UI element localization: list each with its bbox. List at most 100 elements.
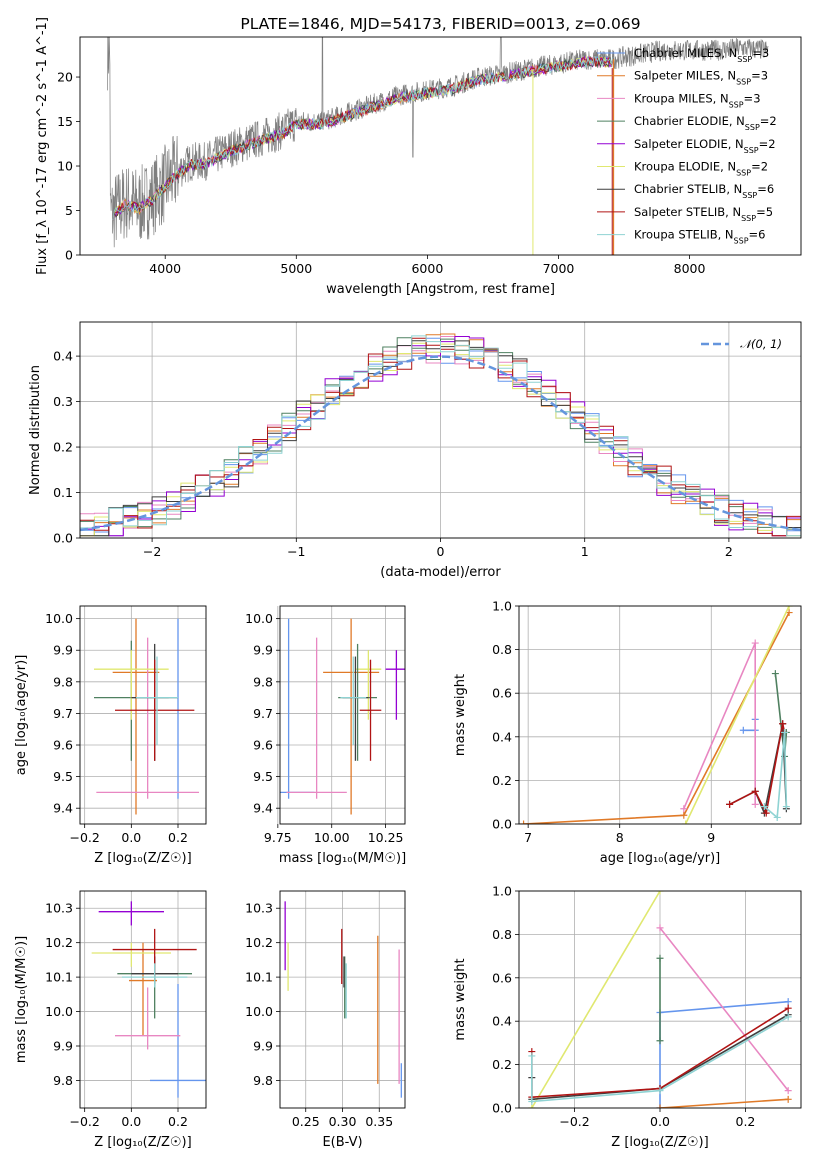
model-spectrum-6 [112,57,614,221]
weight-line [743,719,756,732]
y-tick-label: 10.2 [245,935,273,950]
y-tick-label: 10.0 [245,1004,273,1019]
y-tick-label: 0.0 [492,817,512,832]
x-tick-label: 6000 [411,261,443,276]
weight-marker [781,728,789,736]
y-tick-label: 1.0 [492,884,512,899]
x-tick-label: 5000 [280,261,312,276]
y-tick-label: 9.4 [253,801,273,816]
x-tick-label: 0 [437,544,445,559]
y-tick-label: 0 [65,248,73,263]
weight-marker [528,1104,536,1108]
weight-marker [784,1013,792,1021]
weight-marker [784,1087,792,1095]
plot-area-age-vs-mass [280,618,405,815]
plot-area-mass-vs-ebv [284,901,402,1098]
model-spectrum-0 [112,55,614,221]
x-tick-label: 0.25 [292,1114,320,1129]
weight-marker [520,820,528,824]
y-tick-label: 0.8 [492,927,512,942]
legend-name: Salpeter STELIB [634,205,725,219]
plot-area-residuals [80,333,801,537]
x-tick-label: 1 [581,544,589,559]
y-axis-label: mass weight [453,958,468,1040]
legend-label: Salpeter ELODIE, NSSP=2 [634,137,776,155]
plot-area-weight-vs-Z [528,891,792,1108]
x-tick-label: 0.2 [168,1114,188,1129]
x-axis-label: age [log₁₀(age/yr)] [600,851,721,866]
x-tick-label: −0.2 [69,830,99,845]
weight-marker [785,606,793,610]
x-axis-label: Z [log₁₀(Z/Z☉)] [94,851,191,866]
chart-age-vs-mass: 9.75 10.00 10.25 9.4 9.5 9.6 9.7 9.8 9.9 10.0 mass… [245,605,406,866]
y-axis-label: Flux [f_λ 10^-17 erg cm^-2 s^-1 A^-1] [35,17,50,275]
y-tick-label: 10.1 [45,970,73,985]
weight-marker [528,1097,536,1105]
weight-marker [726,800,734,808]
y-tick-label: 0.4 [492,729,512,744]
y-tick-label: 10.3 [45,901,73,916]
y-tick-label: 1.0 [492,599,512,614]
y-tick-label: 9.9 [53,1039,73,1054]
y-tick-label: 9.8 [253,1073,273,1088]
x-tick-label: −2 [143,544,161,559]
y-axis-label: mass [log₁₀(M/M☉)] [14,936,29,1063]
x-tick-label: 9.75 [264,830,292,845]
x-axis-label: Z [log₁₀(Z/Z☉)] [94,1135,191,1150]
y-tick-label: 0.8 [492,642,512,657]
weight-line [531,1016,789,1103]
model-spectrum-1 [112,55,614,221]
x-tick-label: 2 [725,544,733,559]
y-tick-label: 9.8 [253,674,273,689]
weight-line [763,732,788,820]
y-tick-label: 5 [65,203,73,218]
x-tick-label: 10.25 [368,830,404,845]
y-tick-label: 0.6 [492,686,512,701]
legend-nssp: 2 [769,114,776,128]
legend-name: Chabrier MILES [634,46,721,60]
legend-nssp: 2 [768,137,775,151]
chart-mass-vs-ebv: 0.25 0.30 0.35 9.8 9.9 10.0 10.1 10.2 10.3 E(B-V) [245,890,406,1150]
y-tick-label: 9.8 [53,674,73,689]
weight-marker [762,809,770,817]
chart-weight-vs-Z: −0.2 0.0 0.2 0.0 0.2 0.4 0.6 0.8 1.0 Z [log₁₀(Z/Z… [453,884,802,1150]
legend-name: Salpeter MILES [634,69,720,83]
y-tick-label: 9.5 [253,769,273,784]
x-axis-label: wavelength [Angstrom, rest frame] [326,282,555,297]
model-spectrum-4 [112,55,614,221]
y-tick-label: 0.6 [492,970,512,985]
legend-label: Kroupa MILES, NSSP=3 [634,91,761,109]
chart-age-vs-Z: −0.2 0.0 0.2 9.4 9.5 9.6 9.7 9.8 9.9 10.0 Z [log₁₀… [14,605,207,866]
legend-label: 𝒩(0, 1) [740,337,782,351]
normal-curve [80,355,801,532]
y-tick-label: 0.0 [53,531,73,546]
x-axis-label: Z [log₁₀(Z/Z☉)] [611,1135,708,1150]
y-axis-label: age [log₁₀(age/yr)] [14,655,29,776]
plot-area-age-vs-Z [94,618,199,815]
legend-label: Salpeter MILES, NSSP=3 [634,69,768,87]
y-tick-label: 0.2 [492,773,512,788]
weight-line [659,1000,789,1108]
legend-name: Kroupa MILES [634,91,713,105]
y-tick-label: 0.2 [492,1057,512,1072]
legend-label: Salpeter STELIB, NSSP=5 [634,205,773,223]
weight-line [659,1098,789,1108]
legend-nssp: 6 [767,182,774,196]
y-tick-label: 9.9 [53,643,73,658]
weight-marker [771,670,779,678]
plot-area-spectrum [107,37,769,255]
model-spectrum-3 [112,56,614,221]
x-axis-label: (data-model)/error [380,565,501,580]
x-axis-label: mass [log₁₀(M/M☉)] [279,851,406,866]
legend-name: Chabrier STELIB [634,182,726,196]
model-spectrum-8 [112,55,614,221]
model-spectrum-2 [112,55,614,221]
x-axis-label: E(B-V) [322,1135,362,1150]
legend-name: Kroupa ELODIE [634,160,720,174]
y-tick-label: 0.4 [492,1014,512,1029]
chart-spectrum: Chabrier MILES, NSSP=3 Salpeter MILES, NS… [35,15,802,297]
x-tick-label: 7000 [543,261,575,276]
weight-marker [680,805,688,813]
y-axis-label: Normed distribution [28,365,43,495]
x-tick-label: 0.2 [168,830,188,845]
